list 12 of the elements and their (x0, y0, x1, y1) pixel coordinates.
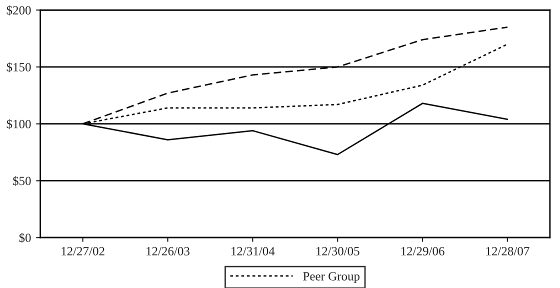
y-tick-label: $100 (6, 119, 31, 130)
x-tick-label: 12/27/02 (62, 246, 104, 256)
x-tick-label: 12/29/06 (401, 246, 444, 256)
x-tick-label: 12/28/07 (486, 246, 530, 256)
y-tick-label: $200 (6, 5, 31, 16)
text: Peer Group (303, 272, 360, 284)
y-tick-label: $0 (19, 232, 31, 243)
x-tick-label: 12/30/05 (316, 246, 360, 256)
x-tick-label: 12/26/03 (146, 246, 190, 256)
y-tick-label: $50 (13, 176, 31, 186)
y-tick-label: $150 (6, 62, 31, 72)
x-tick-label: 12/31/04 (232, 246, 275, 256)
